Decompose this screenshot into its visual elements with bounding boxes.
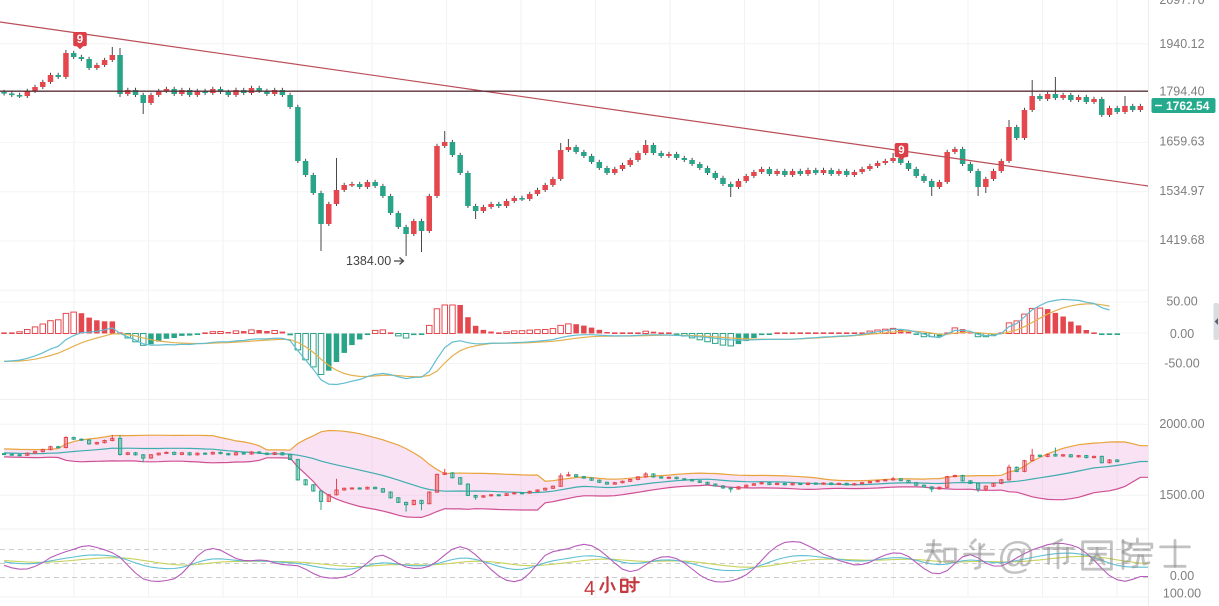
svg-text:1500.00: 1500.00 — [1159, 488, 1204, 502]
svg-text:1419.68: 1419.68 — [1159, 233, 1204, 247]
svg-text:9: 9 — [77, 34, 83, 46]
svg-text:50.00: 50.00 — [1166, 295, 1197, 309]
svg-text:1794.40: 1794.40 — [1159, 84, 1204, 98]
svg-text:1659.63: 1659.63 — [1159, 135, 1204, 149]
svg-text:1384.00: 1384.00 — [346, 254, 391, 268]
svg-text:2097.70: 2097.70 — [1159, 0, 1204, 7]
svg-text:0.00: 0.00 — [1170, 569, 1194, 583]
svg-text:@: @ — [997, 536, 1036, 578]
svg-text:1762.54: 1762.54 — [1166, 99, 1210, 113]
svg-text:2000.00: 2000.00 — [1159, 417, 1204, 431]
svg-text:0.00: 0.00 — [1170, 327, 1194, 341]
svg-text:1940.12: 1940.12 — [1159, 37, 1204, 51]
svg-text:-50.00: -50.00 — [1164, 356, 1199, 370]
svg-text:9: 9 — [898, 145, 904, 157]
svg-text:1534.97: 1534.97 — [1159, 184, 1204, 198]
svg-text:4: 4 — [584, 578, 595, 600]
svg-text:100.00: 100.00 — [1163, 587, 1201, 601]
